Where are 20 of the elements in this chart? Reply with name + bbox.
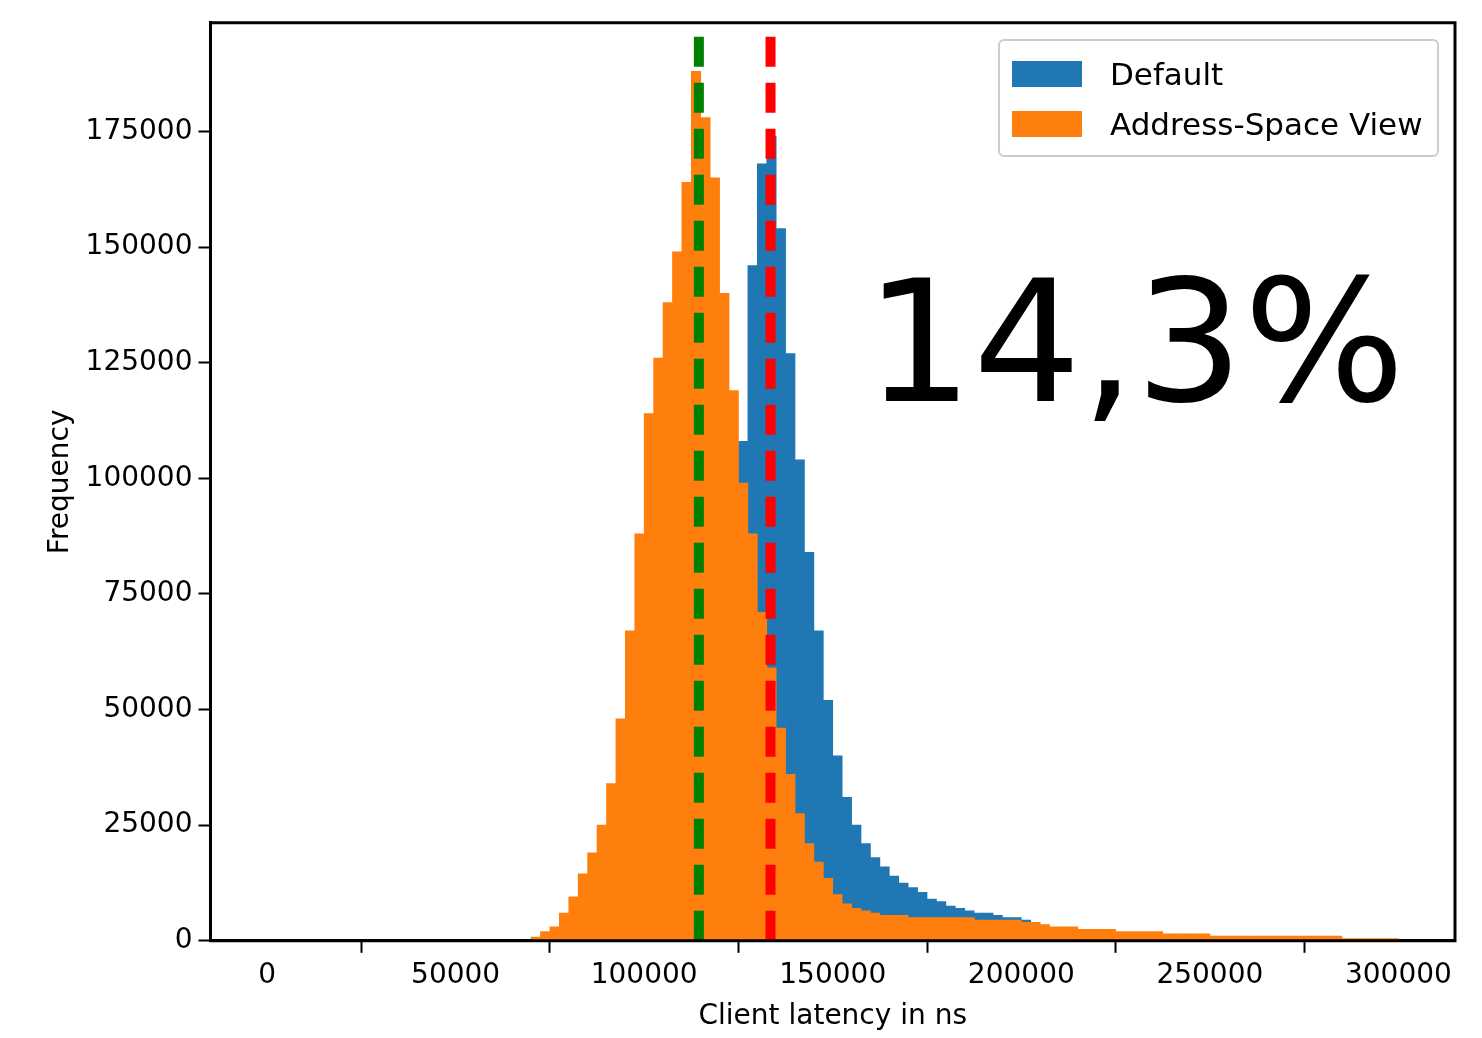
x-tick-label: 250000 [1156,956,1264,990]
y-tick-label: 125000 [85,344,193,377]
y-tick-label: 175000 [85,112,193,146]
y-tick-label: 50000 [103,690,193,724]
x-tick-label: 100000 [590,956,698,990]
legend-label: Address-Space View [1110,105,1423,142]
x-tick-label: 0 [258,956,276,990]
x-tick-label: 300000 [1344,956,1452,990]
annotation: 14,3% [864,242,1405,441]
y-tick-label: 100000 [85,459,193,493]
x-tick-label: 200000 [967,956,1075,990]
x-tick-label: 50000 [411,956,501,990]
legend-label: Default [1110,55,1224,92]
y-tick-label: 0 [174,922,193,956]
x-axis-title: Client latency in ns [698,998,967,1032]
y-tick-label: 25000 [103,806,193,840]
y-tick-label: 150000 [85,228,193,262]
x-tick-label: 150000 [779,956,887,990]
y-axis-title: Frequency [42,409,76,555]
y-tick-label: 75000 [103,575,193,609]
